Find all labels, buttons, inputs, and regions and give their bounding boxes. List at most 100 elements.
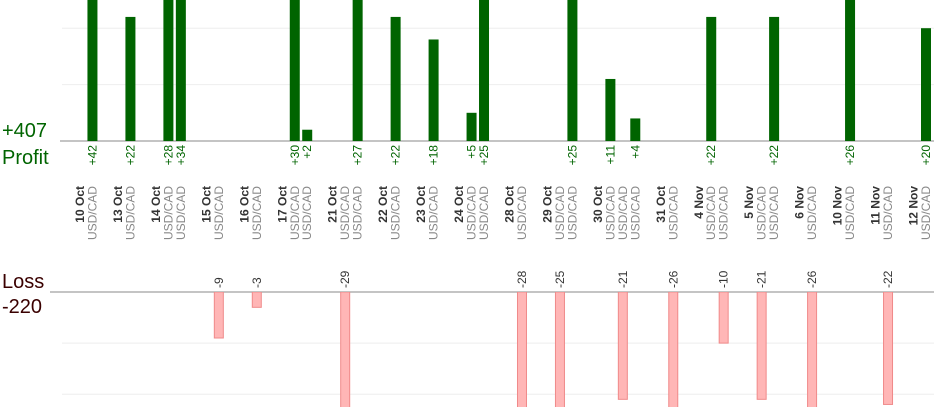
pair-label: USD/CAD	[843, 186, 857, 240]
loss-bar	[251, 292, 262, 308]
value-label: -26	[666, 270, 680, 288]
profit-bar	[87, 0, 98, 141]
profit-bar	[921, 28, 931, 141]
value-label: +11	[603, 145, 617, 165]
value-label: +22	[123, 145, 137, 166]
profit-bar	[302, 129, 313, 141]
value-label: +30	[288, 145, 302, 166]
date-label: 16 Oct	[237, 186, 251, 223]
pair-label: USD/CAD	[338, 186, 352, 240]
pair-label: USD/CAD	[465, 186, 479, 240]
profit-bar	[769, 16, 780, 141]
date-label: 30 Oct	[591, 186, 605, 223]
value-label: -26	[805, 270, 819, 288]
pair-label: USD/CAD	[616, 186, 630, 240]
value-label: -10	[717, 270, 731, 288]
loss-bar	[668, 292, 679, 407]
value-label: +25	[565, 145, 579, 166]
pair-label: USD/CAD	[389, 186, 403, 240]
profit-total: +407	[2, 120, 47, 142]
date-label: 10 Oct	[73, 186, 87, 223]
pair-label: USD/CAD	[477, 186, 491, 240]
value-label: +2	[300, 145, 314, 159]
pair-label: USD/CAD	[767, 186, 781, 240]
value-label: +22	[704, 145, 718, 166]
date-label: 5 Nov	[742, 186, 756, 219]
value-label: +34	[174, 145, 188, 166]
profit-bar	[630, 118, 641, 141]
date-label: 31 Oct	[654, 186, 668, 223]
pair-label: USD/CAD	[666, 186, 680, 240]
profit-bar	[390, 16, 401, 141]
value-label: +18	[427, 145, 441, 166]
profit-bar	[706, 16, 717, 141]
profit-label: Profit	[2, 147, 49, 169]
profit-bar	[428, 39, 439, 141]
loss-bar	[340, 292, 351, 407]
value-label: +25	[477, 145, 491, 166]
date-label: 22 Oct	[376, 186, 390, 223]
pair-label: USD/CAD	[123, 186, 137, 240]
profit-bar	[567, 0, 578, 141]
loss-total: -220	[2, 296, 42, 318]
date-label: 17 Oct	[275, 186, 289, 223]
pair-label: USD/CAD	[881, 186, 895, 240]
pair-label: USD/CAD	[351, 186, 365, 240]
date-label: 14 Oct	[149, 186, 163, 223]
loss-label: Loss	[2, 271, 44, 293]
value-label: -9	[212, 277, 226, 288]
value-label: +5	[465, 145, 479, 159]
date-label: 6 Nov	[793, 186, 807, 219]
pair-label: USD/CAD	[565, 186, 579, 240]
value-label: +42	[85, 145, 99, 166]
profit-bar	[125, 16, 136, 141]
profit-bar	[352, 0, 363, 141]
value-label: +4	[628, 145, 642, 159]
pair-label: USD/CAD	[212, 186, 226, 240]
value-label: -28	[515, 270, 529, 288]
pair-label: USD/CAD	[805, 186, 819, 240]
value-label: +26	[843, 145, 857, 166]
loss-bar	[807, 292, 818, 407]
loss-bar	[213, 292, 224, 339]
date-label: 28 Oct	[503, 186, 517, 223]
value-label: -3	[250, 277, 264, 288]
profit-bar	[289, 0, 300, 141]
date-label: 21 Oct	[326, 186, 340, 223]
date-label: 15 Oct	[199, 186, 213, 223]
value-label: +27	[351, 145, 365, 166]
loss-bar	[516, 292, 527, 407]
profit-bar	[466, 112, 477, 141]
pair-label: USD/CAD	[755, 186, 769, 240]
date-label: 23 Oct	[414, 186, 428, 223]
profit-bar	[605, 78, 616, 141]
date-label: 4 Nov	[692, 186, 706, 219]
pair-label: USD/CAD	[300, 186, 314, 240]
pair-label: USD/CAD	[288, 186, 302, 240]
profit-bar	[479, 0, 490, 141]
profit-bar	[163, 0, 174, 141]
value-label: -29	[338, 270, 352, 288]
profit-bar	[845, 0, 856, 141]
pair-label: USD/CAD	[553, 186, 567, 240]
pair-label: USD/CAD	[515, 186, 529, 240]
date-label: 29 Oct	[541, 186, 555, 223]
date-label: 10 Nov	[831, 186, 845, 226]
value-label: -25	[553, 270, 567, 288]
pair-label: USD/CAD	[603, 186, 617, 240]
pair-label: USD/CAD	[174, 186, 188, 240]
date-label: 13 Oct	[111, 186, 125, 223]
date-label: 24 Oct	[452, 186, 466, 223]
pair-label: USD/CAD	[250, 186, 264, 240]
loss-bar	[718, 292, 729, 344]
pair-label: USD/CAD	[85, 186, 99, 240]
date-label: 12 Nov	[907, 186, 921, 226]
value-label: +22	[389, 145, 403, 166]
loss-bar	[617, 292, 628, 400]
pair-label: USD/CAD	[427, 186, 441, 240]
loss-bar	[554, 292, 565, 407]
value-label: -21	[616, 270, 630, 288]
value-label: +22	[767, 145, 781, 166]
pair-label: USD/CAD	[628, 186, 642, 240]
